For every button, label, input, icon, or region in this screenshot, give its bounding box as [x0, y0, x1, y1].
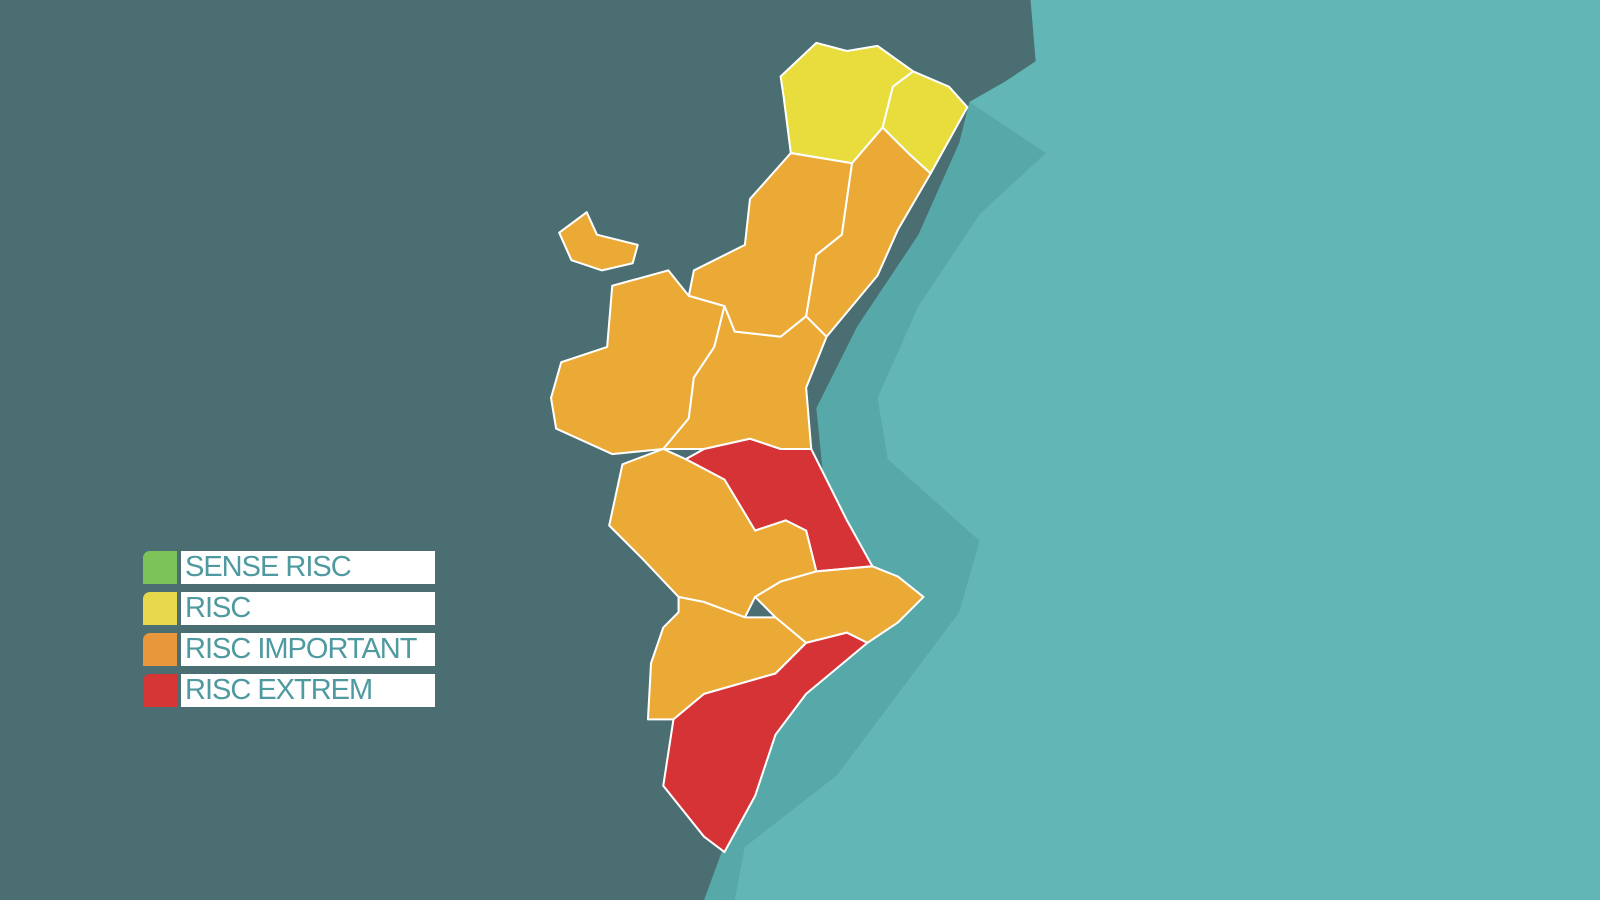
legend-swatch [143, 592, 177, 625]
legend-label: RISC [181, 592, 435, 625]
legend-swatch [143, 551, 177, 584]
legend-label: RISC IMPORTANT [181, 633, 435, 666]
legend-label: SENSE RISC [181, 551, 435, 584]
legend-label: RISC EXTREM [181, 674, 435, 707]
legend-item-risc: RISC [143, 592, 435, 625]
legend-item-risc-important: RISC IMPORTANT [143, 633, 435, 666]
legend: SENSE RISC RISC RISC IMPORTANT RISC EXTR… [143, 551, 435, 715]
legend-swatch [143, 674, 177, 707]
legend-swatch [143, 633, 177, 666]
legend-item-sense-risc: SENSE RISC [143, 551, 435, 584]
map-region [558, 211, 639, 272]
sea [734, 0, 1600, 900]
legend-item-risc-extrem: RISC EXTREM [143, 674, 435, 707]
map-region [662, 631, 869, 854]
